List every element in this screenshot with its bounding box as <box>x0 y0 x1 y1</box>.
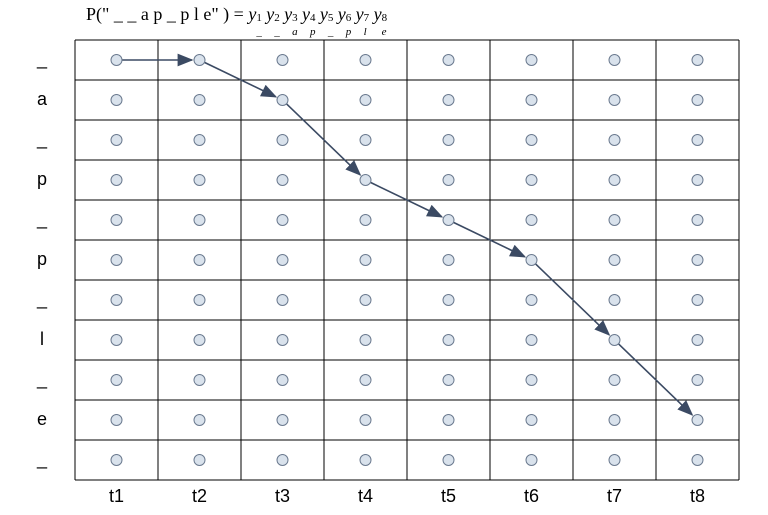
ctc-alignment-diagram: { "layout": { "width": 768, "height": 51… <box>0 0 768 515</box>
row-label: _ <box>27 129 57 150</box>
row-label: _ <box>27 289 57 310</box>
col-label: t2 <box>180 486 220 507</box>
col-label: t1 <box>97 486 137 507</box>
row-label: p <box>27 249 57 270</box>
col-label: t8 <box>678 486 718 507</box>
alignment-grid <box>0 0 768 515</box>
row-label: a <box>27 89 57 110</box>
row-label: _ <box>27 369 57 390</box>
col-label: t4 <box>346 486 386 507</box>
row-label: _ <box>27 449 57 470</box>
row-label: l <box>27 329 57 350</box>
col-label: t7 <box>595 486 635 507</box>
row-label: e <box>27 409 57 430</box>
row-label: _ <box>27 49 57 70</box>
col-label: t3 <box>263 486 303 507</box>
col-label: t6 <box>512 486 552 507</box>
row-label: p <box>27 169 57 190</box>
col-label: t5 <box>429 486 469 507</box>
row-label: _ <box>27 209 57 230</box>
